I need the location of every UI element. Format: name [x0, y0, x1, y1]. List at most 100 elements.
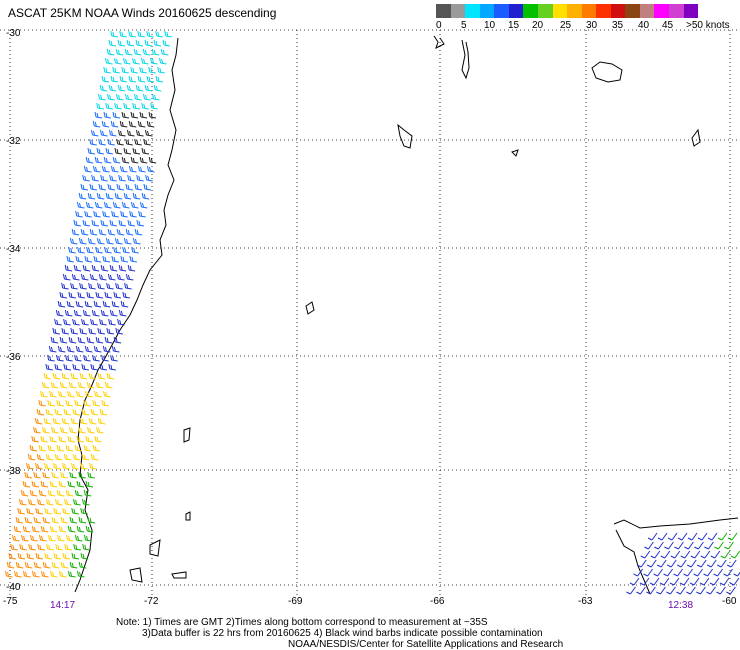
wind-barb — [77, 570, 85, 578]
wind-barb — [57, 300, 66, 308]
wind-barb — [704, 541, 714, 550]
wind-barb — [78, 516, 87, 524]
wind-barb — [58, 435, 66, 443]
wind-barb — [101, 354, 109, 362]
wind-barb — [71, 228, 80, 236]
lat-label: -38 — [6, 466, 21, 477]
wind-barb — [136, 174, 144, 182]
wind-barb — [33, 561, 42, 569]
wind-barb — [60, 516, 69, 524]
wind-barb — [90, 408, 99, 416]
wind-barb — [63, 408, 72, 416]
wind-barb — [716, 559, 727, 568]
wind-barb — [104, 246, 112, 254]
wind-barb — [129, 210, 137, 218]
wind-barb — [104, 381, 113, 389]
wind-barb — [95, 246, 103, 254]
wind-barb — [118, 309, 127, 317]
wind-barb — [59, 570, 67, 578]
wind-barb — [48, 534, 56, 542]
island-4 — [691, 128, 701, 147]
wind-barb — [33, 426, 41, 434]
wind-barb — [47, 444, 56, 452]
wind-barb — [94, 435, 102, 443]
wind-barb — [709, 577, 720, 586]
wind-barb — [6, 561, 15, 569]
wind-barb — [51, 471, 59, 479]
wind-barb — [72, 318, 80, 326]
colorbar-label: 5 — [461, 20, 467, 31]
wind-barb — [42, 516, 51, 524]
wind-barb — [164, 30, 172, 38]
wind-barb — [75, 534, 83, 542]
wind-barb — [105, 192, 114, 200]
wind-barb — [679, 577, 690, 586]
wind-barb — [639, 577, 650, 586]
colorbar-segment — [639, 4, 655, 18]
wind-barb — [50, 570, 58, 578]
wind-barb — [132, 192, 141, 200]
wind-barb — [659, 577, 670, 586]
wind-barb — [89, 228, 98, 236]
wind-barb — [81, 408, 90, 416]
wind-barb — [143, 93, 151, 101]
wind-barb — [67, 480, 76, 488]
wind-barb — [80, 183, 89, 191]
wind-barb — [72, 408, 81, 416]
colorbar-segment — [552, 4, 568, 18]
wind-barb — [95, 291, 103, 299]
wind-barb — [107, 273, 116, 281]
colorbar-segment — [494, 4, 509, 18]
island-5 — [305, 301, 315, 315]
wind-barb — [121, 66, 129, 74]
wind-barb — [100, 309, 109, 317]
wind-barb — [23, 570, 31, 578]
wind-barb — [94, 111, 103, 119]
wind-barb — [71, 552, 80, 560]
wind-barb — [138, 210, 146, 218]
note-line: 3)Data buffer is 22 hrs from 20160625 4)… — [142, 628, 543, 639]
wind-barb — [92, 165, 101, 173]
wind-barb — [32, 570, 40, 578]
wind-barb — [42, 471, 50, 479]
wind-barb — [119, 120, 128, 128]
colorbar-labels: 0 5 10 15 20 25 30 35 40 45 >50 knots — [430, 20, 740, 34]
wind-barb — [660, 550, 671, 559]
wind-barb — [102, 345, 111, 353]
wind-barb — [126, 84, 135, 92]
wind-barb — [77, 336, 86, 344]
wind-barb — [141, 147, 150, 155]
wind-barb — [644, 541, 654, 550]
wind-barb — [81, 318, 89, 326]
colorbar-label: 10 — [484, 20, 496, 31]
wind-barb — [150, 57, 158, 65]
wind-barb — [93, 255, 102, 263]
wind-barb — [70, 282, 78, 290]
wind-barb — [65, 399, 73, 407]
wind-barb — [17, 507, 25, 515]
wind-barb — [26, 462, 34, 470]
wind-barb — [127, 219, 136, 227]
wind-barb — [125, 138, 133, 146]
wind-barb — [130, 111, 139, 119]
wind-barb — [79, 282, 87, 290]
wind-barb — [68, 246, 76, 254]
wind-barb — [109, 264, 118, 272]
wind-barb — [82, 543, 90, 551]
wind-barb — [126, 39, 135, 47]
wind-barb — [674, 541, 684, 550]
wind-barb — [61, 417, 70, 425]
wind-barb — [82, 264, 91, 272]
wind-barb — [676, 559, 687, 568]
island-8 — [149, 539, 161, 557]
pass-time-right: 12:38 — [668, 600, 693, 611]
wind-barb — [130, 201, 139, 209]
wind-barb — [22, 525, 31, 533]
wind-barb — [684, 541, 694, 550]
wind-barb — [157, 66, 165, 74]
wind-barb — [118, 129, 126, 137]
wind-barb — [22, 480, 31, 488]
wind-barb — [139, 66, 147, 74]
wind-barb — [51, 516, 60, 524]
